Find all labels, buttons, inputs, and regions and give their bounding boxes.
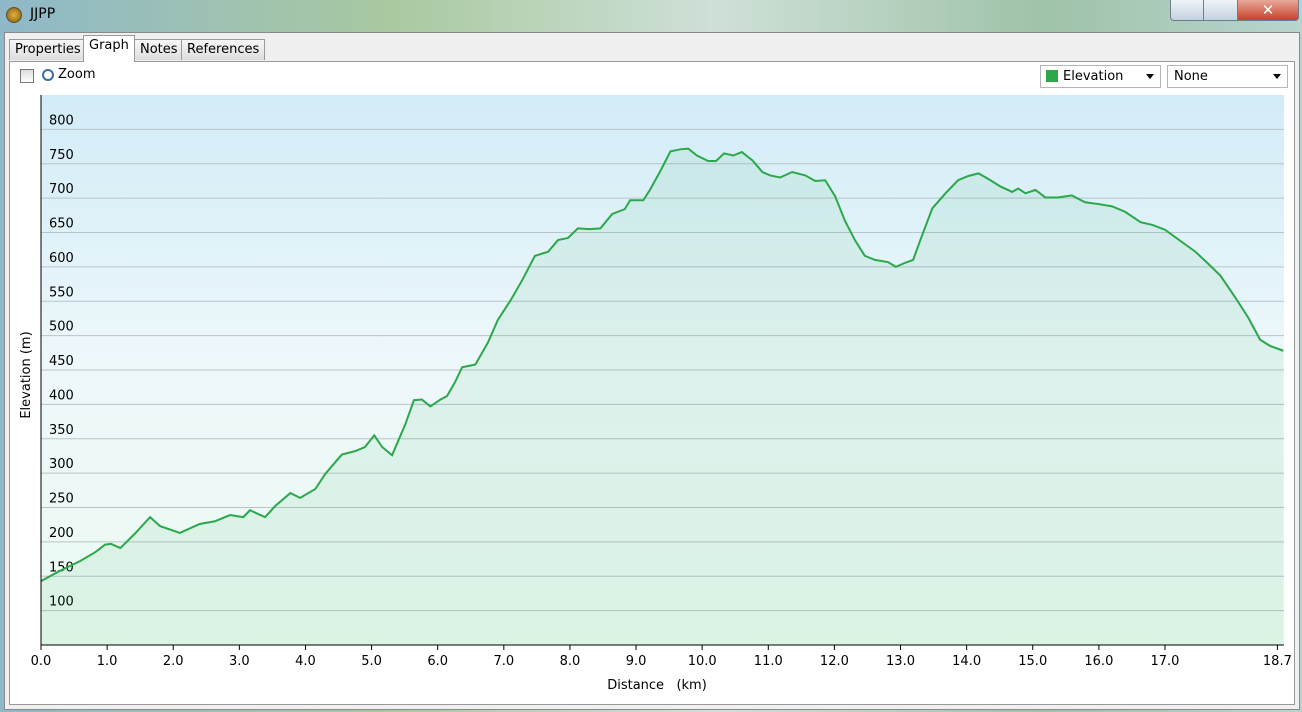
x-tick-label: 5.0	[361, 654, 382, 669]
tab-active[interactable]: Graph	[83, 35, 135, 62]
x-tick-label: 9.0	[626, 654, 647, 669]
x-tick-label: 17.0	[1151, 654, 1180, 669]
secondary-dropdown[interactable]: None	[1167, 65, 1288, 88]
y-tick-label: 800	[49, 113, 74, 128]
x-tick-label: 13.0	[886, 654, 915, 669]
y-tick-label: 650	[49, 217, 74, 232]
zoom-icon	[42, 69, 54, 81]
x-tick-label: 8.0	[560, 654, 581, 669]
tab[interactable]: Properties	[9, 39, 87, 60]
tab[interactable]: References	[181, 39, 266, 60]
y-tick-label: 400	[49, 388, 74, 403]
zoom-checkbox[interactable]	[20, 69, 34, 83]
y-tick-label: 250	[49, 492, 74, 507]
x-tick-label: 6.0	[427, 654, 448, 669]
app-icon	[6, 7, 22, 23]
x-tick-label: 4.0	[295, 654, 316, 669]
close-button[interactable]: ✕	[1237, 0, 1299, 21]
y-tick-label: 100	[49, 595, 74, 610]
x-tick-label: 14.0	[952, 654, 981, 669]
y-tick-label: 350	[49, 423, 74, 438]
x-tick-label: 1.0	[97, 654, 118, 669]
y-tick-label: 750	[49, 148, 74, 163]
zoom-label: Zoom	[58, 67, 96, 82]
series-dropdown[interactable]: Elevation	[1040, 65, 1161, 88]
title-bar: JJPP ✕	[0, 0, 1302, 32]
series-swatch	[1046, 70, 1058, 82]
x-tick-label: 2.0	[163, 654, 184, 669]
x-tick-label: 15.0	[1018, 654, 1047, 669]
x-axis-label: Distance (km)	[607, 678, 707, 693]
y-tick-label: 550	[49, 285, 74, 300]
y-tick-label: 300	[49, 457, 74, 472]
x-tick-label: 12.0	[820, 654, 849, 669]
y-tick-label: 600	[49, 251, 74, 266]
y-tick-label: 500	[49, 320, 74, 335]
x-tick-label: 16.0	[1084, 654, 1113, 669]
y-tick-label: 700	[49, 182, 74, 197]
secondary-value: None	[1174, 69, 1208, 84]
x-tick-label: 3.0	[229, 654, 250, 669]
tab[interactable]: Notes	[134, 39, 184, 60]
series-name: Elevation	[1063, 69, 1124, 84]
y-tick-label: 200	[49, 526, 74, 541]
x-tick-label: 11.0	[754, 654, 783, 669]
y-axis-label: Elevation (m)	[19, 331, 34, 418]
area	[41, 148, 1284, 645]
x-tick-label: 0.0	[31, 654, 52, 669]
x-tick-label: 18.7	[1263, 654, 1292, 669]
y-tick-label: 150	[49, 560, 74, 575]
x-tick-label: 7.0	[493, 654, 514, 669]
window-title: JJPP	[30, 6, 56, 22]
y-tick-label: 450	[49, 354, 74, 369]
x-tick-label: 10.0	[688, 654, 717, 669]
line	[40, 147, 1284, 582]
